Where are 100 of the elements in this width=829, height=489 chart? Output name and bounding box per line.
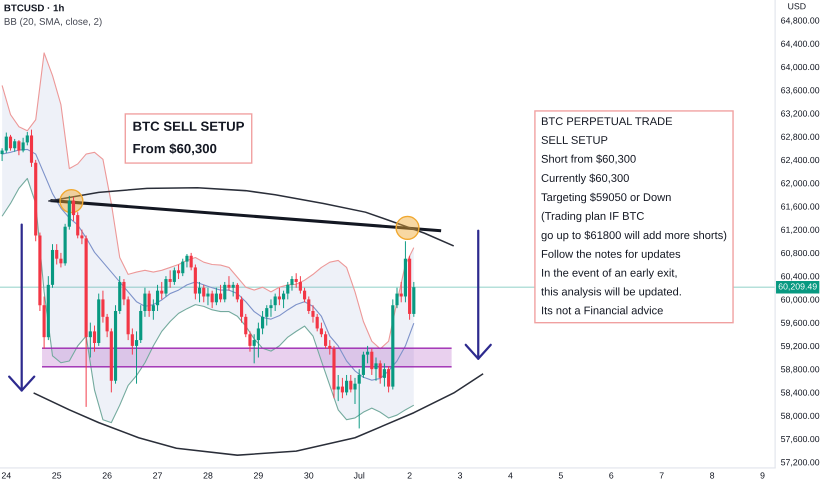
x-tick-label: 2 [408,472,412,478]
candlestick [248,330,252,352]
candlestick [378,360,382,384]
line-series [2,178,414,424]
x-tick-label: Jul [354,472,364,479]
candlestick [244,313,248,338]
candlestick [101,290,105,324]
x-tick-label: 27 [153,472,162,478]
y-tick-label: 59,200.00 [781,342,820,350]
y-tick-label: 62,800.00 [781,134,820,141]
y-tick-label: 61,600.00 [781,203,820,211]
text: BTC PERPETUAL TRADE SELL SETUP Short from $60,300 Currently $60,300 Targeting $59050 or Down (Trading plan IF BTC go up to $61800 will add more shorts) Follow the notes for updates In the event of an early exit, this analysis will be updated. Its not a Financial advice [541,117,726,314]
text: BB (20, SMA, close, 2) [4,18,102,27]
candlestick [168,270,172,288]
candlestick [336,374,340,402]
candlestick [340,377,344,399]
candlestick [160,281,164,300]
candlestick [232,281,235,297]
candlestick [269,298,273,318]
x-tick-label: 6 [609,472,614,479]
candlestick [345,374,348,396]
candlestick [358,368,361,429]
candlestick [286,281,290,300]
candlestick [8,134,12,152]
y-tick-label: 62,000.00 [781,180,820,188]
candlestick [190,252,193,271]
x-tick-label: 5 [558,472,563,479]
candlestick [227,276,231,292]
x-tick-label: 3 [458,472,462,479]
y-tick-label: 62,400.00 [781,156,820,164]
candlestick [316,313,319,332]
candlestick [252,334,256,364]
x-tick-label: 7 [660,472,664,478]
candlestick [22,137,25,153]
y-axis-title: USD [788,3,806,10]
y-tick-label: 63,200.00 [781,110,820,118]
candlestick [320,322,323,338]
candlestick [198,281,202,303]
x-tick-label: 30 [304,472,314,479]
candlestick [130,328,134,356]
candlestick [278,287,281,306]
candlestick [294,272,298,288]
candlestick [148,290,151,318]
candlestick [156,284,160,312]
candlestick [214,287,218,306]
candlestick [76,212,80,239]
candlestick [202,284,206,303]
y-tick-label: 60,400.00 [781,273,820,280]
y-tick-label: 60,000.00 [781,296,820,304]
candlestick [80,229,84,245]
candlestick [382,362,386,388]
candlestick [307,296,310,314]
candlestick [172,266,176,286]
y-tick-label: 57,200.00 [781,459,820,466]
x-tick-label: 4 [508,472,513,478]
candlestick [26,131,29,146]
x-tick-label: 25 [52,472,62,479]
candlestick [206,287,210,306]
candlestick [210,290,214,309]
x-tick-label: 26 [102,472,112,479]
x-tick-label: 9 [760,472,765,479]
candlestick [72,196,76,222]
y-tick-label: 60,800.00 [781,250,820,258]
candlestick [164,276,168,297]
candlestick [17,140,20,156]
candlestick [223,281,226,303]
candlestick [185,254,189,268]
candlestick [274,293,277,312]
y-tick-label: 61,200.00 [781,226,820,234]
candlestick [134,330,138,384]
candlestick [256,322,260,358]
candlestick [324,330,328,350]
candlestick [236,282,239,303]
candlestick [55,244,58,265]
y-tick-label: 58,400.00 [781,389,820,397]
candlestick [59,252,62,268]
candlestick [218,284,222,303]
candlestick [181,258,184,277]
x-tick-label: 8 [710,472,714,479]
y-tick-label: 57,600.00 [781,436,820,444]
y-tick-label: 63,600.00 [781,87,820,94]
candlestick [349,374,352,393]
candlestick [366,345,370,364]
candlestick [0,148,4,162]
candlestick [4,132,8,154]
candlestick [106,313,109,338]
candlestick [374,357,378,382]
candlestick [265,304,268,326]
line-series [2,52,414,350]
candlestick [298,276,302,294]
candlestick [143,287,147,318]
annotation: BTC SELL SETUP From $60,300 [133,122,244,156]
candlestick [13,138,16,152]
y-tick-label: 58,000.00 [781,412,820,420]
candlestick [88,322,92,358]
ref-line-label: 60,209.49 [778,283,817,291]
candlestick [240,296,244,324]
chart-title: BTCUSD · 1h [4,4,64,12]
y-tick-label: 59,600.00 [781,320,820,327]
x-tick-label: 24 [2,472,11,478]
